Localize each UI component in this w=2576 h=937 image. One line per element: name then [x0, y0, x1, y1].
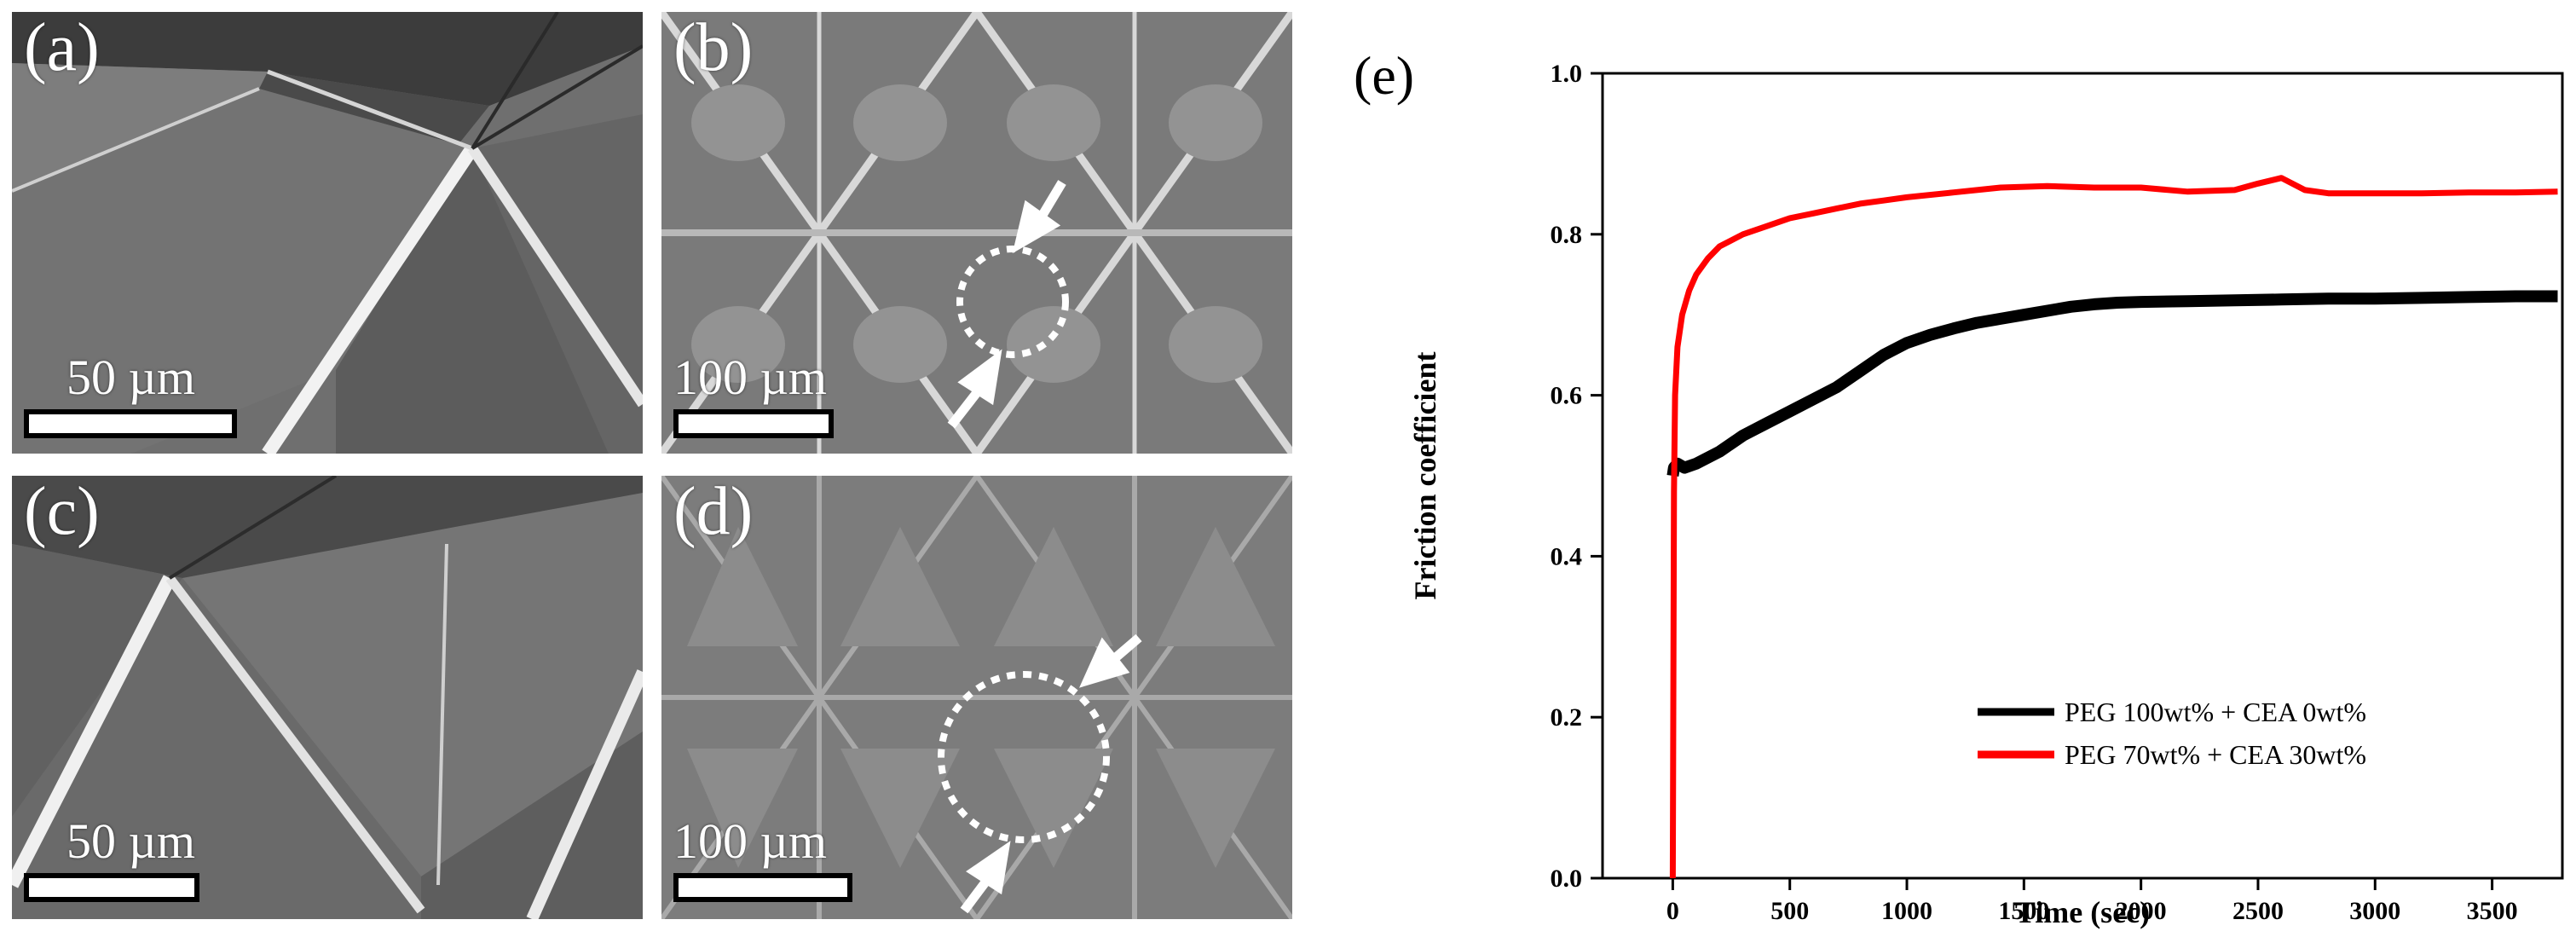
sem-texture-c [12, 476, 643, 919]
y-tick-label: 0.2 [1551, 703, 1583, 732]
x-axis-title: Time (sec) [2015, 895, 2150, 929]
x-tick-label: 0 [1666, 897, 1679, 925]
scale-bar-d [673, 873, 852, 902]
y-axis-title: Friction coefficient [1408, 352, 1442, 600]
series-line-1 [1666, 290, 2558, 477]
y-tick-label: 0.8 [1551, 221, 1583, 249]
panel-label-e: (e) [1354, 45, 1414, 106]
scale-bar-b [673, 409, 834, 438]
series-line-2 [1669, 175, 2558, 879]
sem-image-c: (c) 50 µm [12, 476, 643, 919]
scale-bar-a [24, 409, 237, 438]
x-tick-label: 1000 [1881, 897, 1932, 925]
legend-label-1: PEG 100wt% + CEA 0wt% [2065, 697, 2366, 727]
highlight-circle-b [956, 246, 1069, 358]
sem-image-b: (b) 100 µm [661, 12, 1292, 454]
arrow-icons-b [947, 180, 1066, 429]
scale-bar-c [24, 873, 199, 902]
scale-text-d: 100 µm [673, 813, 828, 869]
highlight-circle-d [938, 671, 1110, 843]
panel-label-b: (b) [673, 12, 754, 85]
legend-label-2: PEG 70wt% + CEA 30wt% [2065, 739, 2366, 770]
sem-texture-d [661, 476, 1292, 919]
scale-text-c: 50 µm [66, 813, 196, 869]
y-tick-label: 0.0 [1551, 865, 1583, 893]
sem-texture-b [661, 12, 1292, 454]
sem-texture-a [12, 12, 643, 454]
x-tick-label: 3000 [2349, 897, 2400, 925]
plot-frame [1601, 72, 2564, 880]
scale-text-a: 50 µm [66, 350, 196, 405]
x-tick-label: 1500 [1998, 897, 2049, 925]
x-tick-label: 3500 [2467, 897, 2518, 925]
y-tick-label: 0.6 [1551, 382, 1583, 410]
y-tick-label: 1.0 [1551, 60, 1583, 88]
panel-label-d: (d) [673, 476, 754, 549]
panel-label-a: (a) [24, 12, 100, 85]
friction-chart-panel: (e) 0 500 1000 1500 2000 2500 3000 3500 0.0 0.2 0.… [1330, 26, 2576, 937]
x-tick-label: 500 [1770, 897, 1809, 925]
panel-label-c: (c) [24, 476, 100, 549]
x-tick-label: 2500 [2232, 897, 2284, 925]
x-tick-label: 2000 [2116, 897, 2167, 925]
arrow-icons-d [960, 633, 1142, 914]
sem-image-d: (d) 100 µm [661, 476, 1292, 919]
sem-image-a: (a) 50 µm [12, 12, 643, 454]
scale-text-b: 100 µm [673, 350, 828, 405]
friction-chart: (e) 0 500 1000 1500 2000 2500 3000 3500 0.0 0.2 0.… [1354, 45, 2564, 929]
y-tick-label: 0.4 [1551, 542, 1583, 570]
